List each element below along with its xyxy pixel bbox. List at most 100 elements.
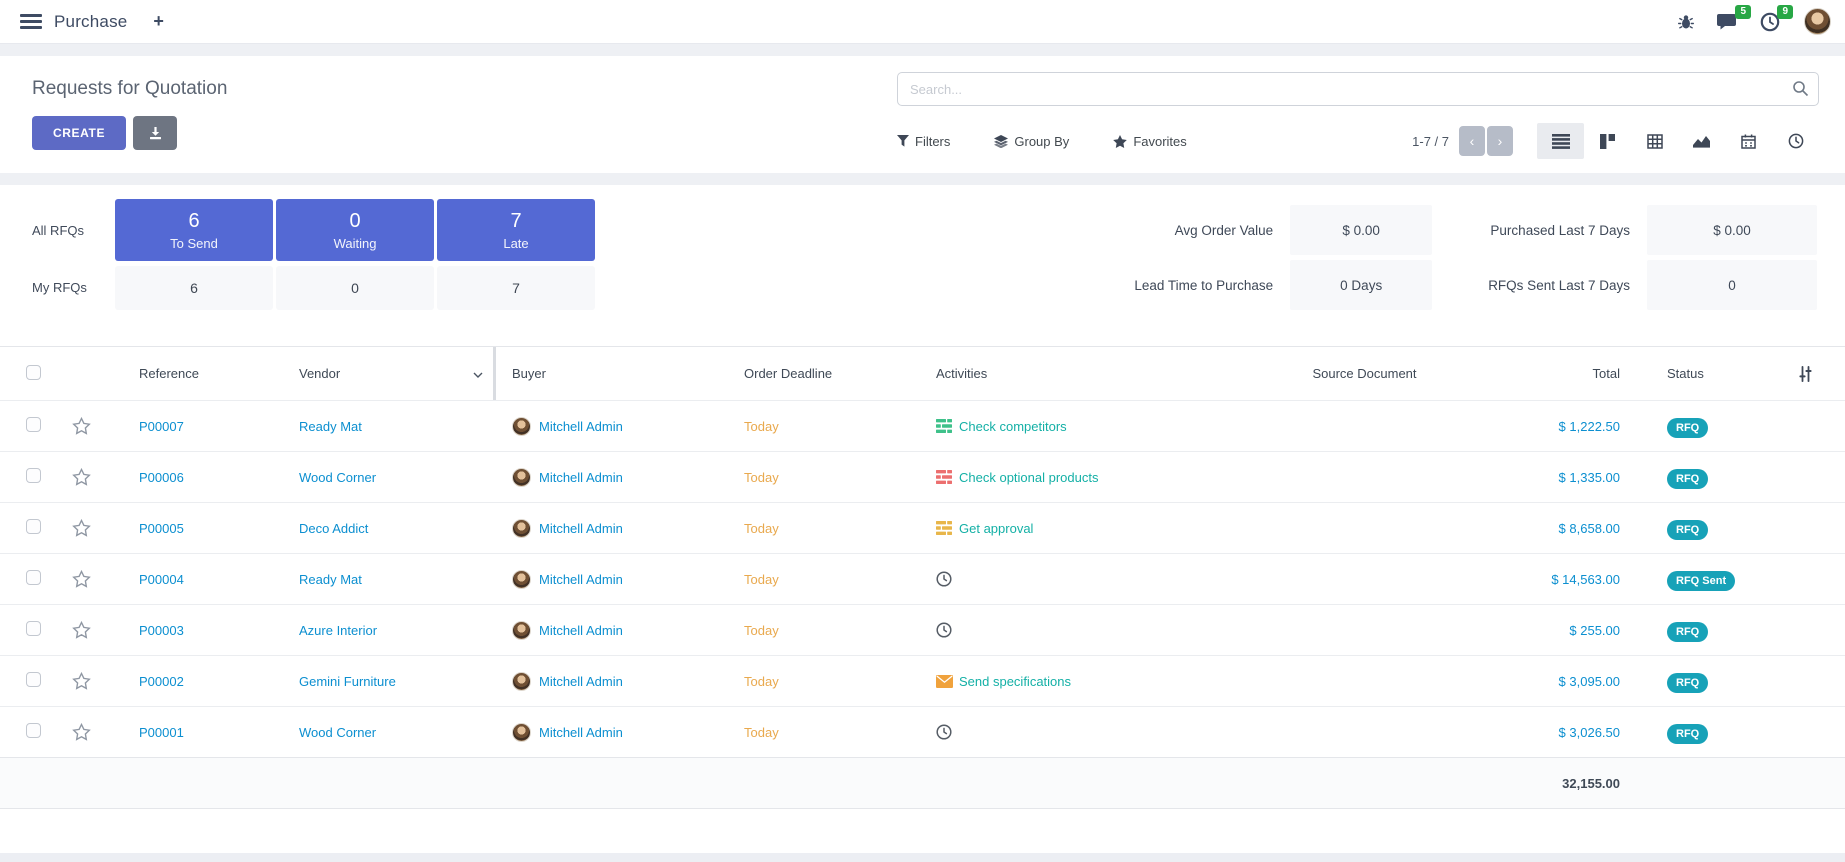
kpi-value: 6	[188, 210, 200, 233]
debug-bug-icon[interactable]	[1677, 13, 1695, 31]
activity-view-icon[interactable]	[1772, 123, 1819, 159]
activity-icon[interactable]	[936, 418, 953, 435]
row-checkbox[interactable]	[26, 672, 41, 687]
row-checkbox[interactable]	[26, 417, 41, 432]
reference-link[interactable]: P00006	[139, 469, 184, 485]
vendor-link[interactable]: Wood Corner	[299, 724, 377, 740]
rfq-list: Reference Vendor Buyer Order Deadline Ac…	[0, 346, 1845, 809]
calendar-view-icon[interactable]	[1725, 123, 1772, 159]
reference-link[interactable]: P00001	[139, 724, 184, 740]
column-header-status[interactable]: Status	[1667, 366, 1704, 381]
activity-icon[interactable]	[936, 520, 953, 537]
row-checkbox[interactable]	[26, 468, 41, 483]
kpi-tile-late[interactable]: 7 Late	[437, 199, 595, 262]
favorite-star-icon[interactable]	[72, 672, 91, 690]
buyer-link[interactable]: Mitchell Admin	[539, 571, 623, 587]
column-header-deadline[interactable]: Order Deadline	[744, 366, 833, 381]
reference-link[interactable]: P00004	[139, 571, 184, 587]
buyer-avatar	[512, 620, 531, 640]
favorite-star-icon[interactable]	[72, 468, 91, 486]
export-button[interactable]	[133, 116, 178, 150]
reference-link[interactable]: P00002	[139, 673, 184, 689]
list-view-icon[interactable]	[1537, 123, 1584, 159]
activity-label[interactable]: Send specifications	[959, 673, 1072, 689]
content-padding	[0, 809, 1845, 853]
filters-button[interactable]: Filters	[897, 134, 950, 149]
kpi-tile-waiting[interactable]: 0 Waiting	[276, 199, 434, 262]
search-icon[interactable]	[1792, 80, 1809, 102]
search-input[interactable]	[897, 72, 1819, 106]
row-checkbox[interactable]	[26, 519, 41, 534]
column-header-source[interactable]: Source Document	[1312, 366, 1417, 381]
activity-icon[interactable]	[936, 673, 953, 690]
create-button[interactable]: CREATE	[32, 116, 127, 150]
buyer-link[interactable]: Mitchell Admin	[539, 469, 623, 485]
user-avatar[interactable]	[1804, 8, 1831, 35]
pager-previous-button[interactable]: ‹	[1459, 126, 1485, 156]
divider	[0, 44, 1845, 56]
pager-next-button[interactable]: ›	[1487, 126, 1513, 156]
favorite-star-icon[interactable]	[72, 621, 91, 639]
table-row[interactable]: P00006 Wood Corner Mitchell Admin Today	[0, 451, 1845, 502]
kpi-tile-to-send[interactable]: 6 To Send	[115, 199, 273, 262]
activities-clock-icon[interactable]: 9	[1760, 4, 1793, 32]
vendor-link[interactable]: Gemini Furniture	[299, 673, 396, 689]
favorites-button[interactable]: Favorites	[1113, 134, 1187, 149]
kpi-label: Waiting	[333, 236, 377, 252]
row-checkbox[interactable]	[26, 723, 41, 738]
activity-label[interactable]: Get approval	[959, 520, 1034, 536]
column-header-total[interactable]: Total	[1592, 366, 1620, 381]
row-checkbox[interactable]	[26, 621, 41, 636]
table-row[interactable]: P00004 Ready Mat Mitchell Admin Today	[0, 553, 1845, 604]
reference-link[interactable]: P00005	[139, 520, 184, 536]
kanban-view-icon[interactable]	[1584, 123, 1631, 159]
app-name[interactable]: Purchase	[54, 11, 128, 31]
reference-link[interactable]: P00007	[139, 418, 184, 434]
messages-icon[interactable]: 5	[1717, 5, 1751, 31]
vendor-link[interactable]: Ready Mat	[299, 571, 362, 587]
vendor-link[interactable]: Azure Interior	[299, 622, 378, 638]
page-background	[0, 853, 1845, 862]
activity-icon[interactable]	[936, 571, 953, 588]
menu-icon[interactable]	[20, 14, 42, 29]
buyer-link[interactable]: Mitchell Admin	[539, 724, 623, 740]
column-header-activities[interactable]: Activities	[936, 366, 988, 381]
buyer-avatar	[512, 722, 531, 742]
table-row[interactable]: P00001 Wood Corner Mitchell Admin Today	[0, 706, 1845, 757]
kpi-tile-my-waiting[interactable]: 0	[276, 265, 434, 310]
table-row[interactable]: P00007 Ready Mat Mitchell Admin Today	[0, 400, 1845, 451]
buyer-link[interactable]: Mitchell Admin	[539, 520, 623, 536]
pivot-view-icon[interactable]	[1631, 123, 1678, 159]
activity-icon[interactable]	[936, 622, 953, 639]
column-header-buyer[interactable]: Buyer	[512, 366, 546, 381]
all-rfqs-label: All RFQs	[32, 222, 84, 238]
kpi-tile-my-to-send[interactable]: 6	[115, 265, 273, 310]
favorite-star-icon[interactable]	[72, 417, 91, 435]
vendor-link[interactable]: Ready Mat	[299, 418, 362, 434]
table-row[interactable]: P00003 Azure Interior Mitchell Admin Tod…	[0, 604, 1845, 655]
row-checkbox[interactable]	[26, 570, 41, 585]
activity-icon[interactable]	[936, 724, 953, 741]
select-all-checkbox[interactable]	[26, 364, 41, 380]
column-header-reference[interactable]: Reference	[139, 366, 199, 381]
graph-view-icon[interactable]	[1678, 123, 1725, 159]
kpi-tile-my-late[interactable]: 7	[437, 265, 595, 310]
vendor-link[interactable]: Deco Addict	[299, 520, 369, 536]
table-row[interactable]: P00002 Gemini Furniture Mitchell Admin T…	[0, 655, 1845, 706]
favorite-star-icon[interactable]	[72, 723, 91, 741]
group-by-button[interactable]: Group By	[994, 134, 1069, 149]
activity-label[interactable]: Check competitors	[959, 418, 1067, 434]
vendor-link[interactable]: Wood Corner	[299, 469, 377, 485]
optional-columns-button[interactable]	[1765, 365, 1845, 382]
favorite-star-icon[interactable]	[72, 570, 91, 588]
reference-link[interactable]: P00003	[139, 622, 184, 638]
new-tab-button[interactable]: +	[153, 11, 164, 31]
buyer-link[interactable]: Mitchell Admin	[539, 622, 623, 638]
activity-icon[interactable]	[936, 469, 953, 486]
activity-label[interactable]: Check optional products	[959, 469, 1099, 485]
favorite-star-icon[interactable]	[72, 519, 91, 537]
buyer-link[interactable]: Mitchell Admin	[539, 418, 623, 434]
column-header-vendor[interactable]: Vendor	[280, 347, 496, 400]
buyer-link[interactable]: Mitchell Admin	[539, 673, 623, 689]
table-row[interactable]: P00005 Deco Addict Mitchell Admin Today	[0, 502, 1845, 553]
